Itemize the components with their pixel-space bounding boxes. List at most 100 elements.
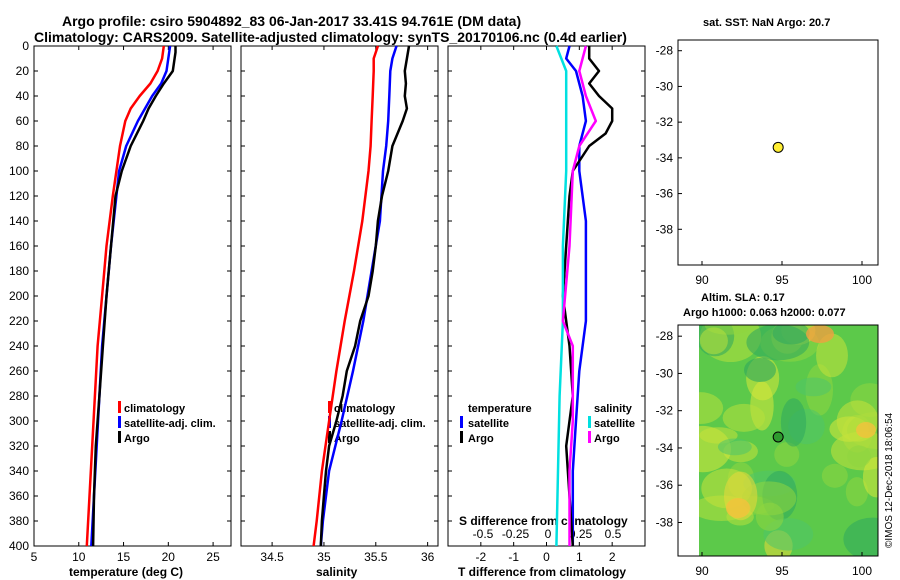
depth-tick-label: 140 (9, 214, 29, 228)
depth-tick-label: 320 (9, 439, 29, 453)
legend-title-temperature: temperature (468, 403, 532, 415)
depth-tick-label: 400 (9, 539, 29, 553)
legend-label-satellite: satellite-adj. clim. (124, 418, 216, 430)
legend-label-satellite: satellite-adj. clim. (334, 418, 426, 430)
x-tick-label: -2 (475, 550, 486, 564)
depth-tick-label: 200 (9, 289, 29, 303)
difference-xlabel: T difference from climatology (458, 565, 626, 579)
map-y-tick-label: -34 (656, 151, 674, 165)
difference-top-xlabel: S difference from climatology (459, 514, 628, 528)
x-tick-label: 34.5 (260, 550, 284, 564)
x-tick-label: 0 (543, 550, 550, 564)
heatmap-cell (806, 325, 834, 343)
map-y-tick-label: -28 (656, 329, 674, 343)
depth-tick-label: 300 (9, 414, 29, 428)
legend-title-salinity: salinity (594, 403, 633, 415)
depth-tick-label: 100 (9, 164, 29, 178)
series-line-argo (319, 45, 411, 547)
salinity-panel (240, 45, 439, 547)
legend-swatch-s-satellite (588, 416, 591, 428)
depth-tick-label: 0 (22, 39, 29, 53)
x-tick-label: -1 (508, 550, 519, 564)
map-y-tick-label: -34 (656, 441, 674, 455)
salinity-legend: climatology satellite-adj. clim. Argo (328, 401, 426, 445)
map-y-tick-label: -32 (656, 115, 674, 129)
depth-tick-label: 240 (9, 339, 29, 353)
legend-label-t-argo: Argo (468, 433, 494, 445)
map-x-tick-label: 90 (695, 273, 709, 287)
series-line-climatology (85, 45, 166, 547)
legend-label-argo: Argo (334, 433, 360, 445)
top-x-tick-label: 0.25 (569, 527, 593, 541)
legend-swatch-satellite (118, 416, 121, 428)
top-x-tick-label: 0 (545, 527, 552, 541)
heatmap-cell (744, 358, 776, 382)
legend-swatch-argo (328, 431, 331, 443)
legend-label-climatology: climatology (124, 403, 186, 415)
chart-marks: 0204060801001201401601802002202402602803… (9, 39, 872, 578)
heatmap-cell (862, 457, 878, 498)
series-line-salinity-satellite (555, 45, 568, 547)
legend-swatch-t-argo (460, 431, 463, 443)
legend-swatch-argo (118, 431, 121, 443)
map-y-tick-label: -28 (656, 44, 674, 58)
heatmap-cell (816, 333, 848, 378)
legend-swatch-t-satellite (460, 416, 463, 428)
heatmap-cell (722, 403, 766, 432)
heatmap-cell (726, 498, 750, 518)
series-line-argo (91, 46, 177, 547)
x-tick-label: 35 (317, 550, 331, 564)
difference-legend-salinity: salinity satellite Argo (588, 403, 635, 445)
legend-label-s-satellite: satellite (594, 418, 635, 430)
sst-map-title: sat. SST: NaN Argo: 20.7 (703, 17, 830, 29)
temperature-xlabel: temperature (deg C) (69, 565, 183, 579)
depth-tick-label: 20 (16, 64, 30, 78)
legend-swatch-s-argo (588, 431, 591, 443)
top-x-tick-label: 0.5 (605, 527, 622, 541)
sla-heatmap (699, 325, 878, 556)
depth-tick-label: 40 (16, 89, 30, 103)
legend-swatch-climatology (118, 401, 121, 413)
map-y-tick-label: -30 (656, 79, 674, 93)
salinity-xlabel: salinity (316, 565, 358, 579)
series-line-climatology (312, 45, 380, 547)
sla-map-panel (677, 324, 879, 557)
map-x-tick-label: 100 (852, 564, 872, 578)
x-tick-label: 10 (72, 550, 86, 564)
map-y-tick-label: -36 (656, 478, 674, 492)
depth-tick-label: 180 (9, 264, 29, 278)
legend-swatch-climatology (328, 401, 331, 413)
depth-tick-label: 220 (9, 314, 29, 328)
map-y-tick-label: -38 (656, 222, 674, 236)
legend-label-t-satellite: satellite (468, 418, 509, 430)
x-tick-label: 5 (31, 550, 38, 564)
depth-tick-label: 260 (9, 364, 29, 378)
x-tick-label: 25 (206, 550, 220, 564)
temperature-panel (33, 45, 232, 547)
sla-map-title-line1: Altim. SLA: 0.17 (701, 292, 785, 304)
heatmap-cell (847, 445, 871, 468)
top-x-tick-label: -0.25 (502, 527, 530, 541)
map-y-tick-label: -36 (656, 187, 674, 201)
difference-panel (447, 45, 646, 547)
temperature-legend: climatology satellite-adj. clim. Argo (118, 401, 216, 445)
x-tick-label: 2 (609, 550, 616, 564)
sst-map-panel (677, 39, 879, 266)
map-x-tick-label: 95 (775, 273, 789, 287)
x-tick-label: 35.5 (364, 550, 388, 564)
map-y-tick-label: -38 (656, 515, 674, 529)
heatmap-cell (772, 325, 810, 345)
difference-legend-temperature: temperature satellite Argo (460, 403, 532, 445)
depth-tick-label: 160 (9, 239, 29, 253)
series-line-satellite-adj-clim- (319, 45, 398, 547)
x-tick-label: 15 (117, 550, 131, 564)
depth-tick-label: 280 (9, 389, 29, 403)
depth-tick-label: 360 (9, 489, 29, 503)
depth-tick-label: 120 (9, 189, 29, 203)
heatmap-cell (856, 422, 876, 438)
heatmap-cell (774, 442, 800, 467)
x-tick-label: 1 (576, 550, 583, 564)
sla-map-title-line2: Argo h1000: 0.063 h2000: 0.077 (683, 307, 846, 319)
legend-label-climatology: climatology (334, 403, 396, 415)
